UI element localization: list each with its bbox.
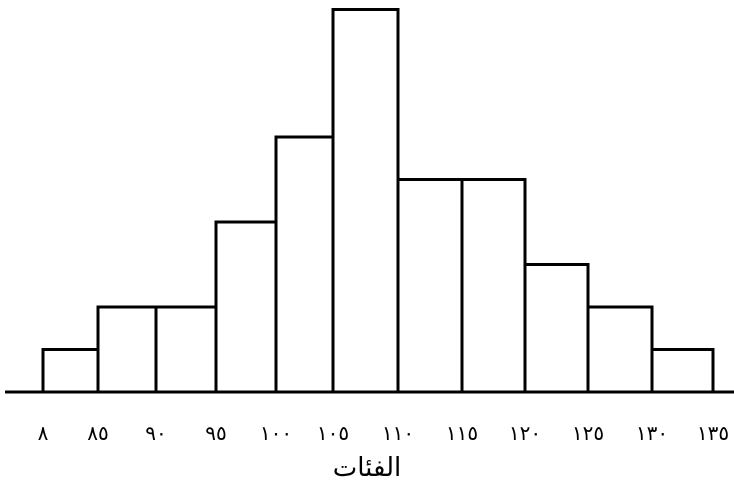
x-tick-label: ١٣٠ [636,421,668,445]
x-axis-title: الفئات [333,453,402,483]
histogram-bar [650,348,715,394]
x-tick-label: ١٠٠ [260,421,292,445]
x-tick-label: ٨ [38,421,49,445]
histogram-bar [460,178,527,394]
histogram-bar [154,305,218,394]
x-tick-label: ١١٥ [446,421,478,445]
x-tick-label: ١٢٠ [509,421,541,445]
x-tick-label: ١٢٥ [572,421,604,445]
histogram-bar [331,8,400,394]
histogram-bar [586,305,654,394]
histogram-bar [214,220,278,394]
bars-group [41,8,715,394]
histogram-bar [396,178,464,394]
histogram-bar [523,263,590,394]
histogram-bar [96,305,158,394]
x-tick-label: ٨٥ [87,421,108,445]
x-tick-label: ٩٠ [145,421,166,445]
x-tick-label: ٩٥ [205,421,226,445]
x-tick-label: ١١٠ [382,421,414,445]
histogram-bar [274,135,335,394]
x-tick-labels: ٨ ٨٥ ٩٠ ٩٥ ١٠٠ ١٠٥ ١١٠ ١١٥ ١٢٠ ١٢٥ ١٣٠ ١٣٥ [38,421,729,445]
x-tick-label: ١٠٥ [317,421,349,445]
histogram-bar [41,348,100,394]
x-tick-label: ١٣٥ [697,421,729,445]
